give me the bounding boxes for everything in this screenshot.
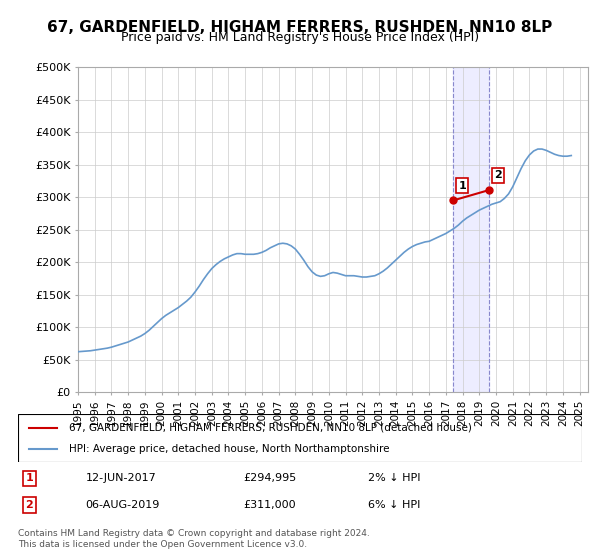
- Text: Price paid vs. HM Land Registry's House Price Index (HPI): Price paid vs. HM Land Registry's House …: [121, 31, 479, 44]
- Text: Contains HM Land Registry data © Crown copyright and database right 2024.
This d: Contains HM Land Registry data © Crown c…: [18, 529, 370, 549]
- Text: 2: 2: [25, 500, 33, 510]
- Text: 06-AUG-2019: 06-AUG-2019: [86, 500, 160, 510]
- Text: HPI: Average price, detached house, North Northamptonshire: HPI: Average price, detached house, Nort…: [69, 444, 389, 454]
- Text: 67, GARDENFIELD, HIGHAM FERRERS, RUSHDEN, NN10 8LP: 67, GARDENFIELD, HIGHAM FERRERS, RUSHDEN…: [47, 20, 553, 35]
- Text: 1: 1: [458, 181, 466, 190]
- Text: 2% ↓ HPI: 2% ↓ HPI: [368, 473, 420, 483]
- Bar: [454, 67, 490, 392]
- Text: 2: 2: [494, 170, 502, 180]
- Text: 6% ↓ HPI: 6% ↓ HPI: [368, 500, 420, 510]
- Text: £294,995: £294,995: [244, 473, 297, 483]
- Text: £311,000: £311,000: [244, 500, 296, 510]
- Text: 1: 1: [25, 473, 33, 483]
- Text: 12-JUN-2017: 12-JUN-2017: [86, 473, 157, 483]
- Text: 67, GARDENFIELD, HIGHAM FERRERS, RUSHDEN, NN10 8LP (detached house): 67, GARDENFIELD, HIGHAM FERRERS, RUSHDEN…: [69, 423, 472, 433]
